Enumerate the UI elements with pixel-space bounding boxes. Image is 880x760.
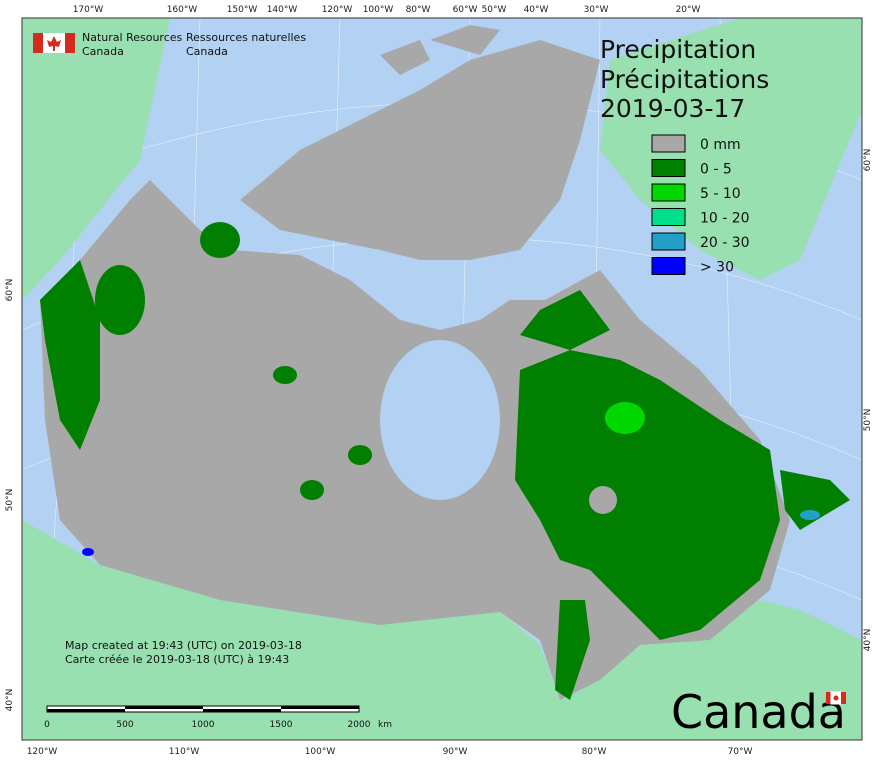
lat-label: 60°N	[863, 149, 873, 172]
scale-label: 500	[116, 720, 133, 730]
lon-label: 60°W	[453, 5, 478, 15]
lon-label: 120°W	[322, 5, 353, 15]
scale-bar: 0 500 1000 1500 2000 km	[44, 705, 392, 730]
footer-notes: Map created at 19:43 (UTC) on 2019-03-18…	[65, 639, 302, 666]
lon-label: 50°W	[482, 5, 507, 15]
lat-label: 50°N	[863, 409, 873, 432]
scale-label: 2000	[348, 720, 371, 730]
legend-label: > 30	[700, 260, 734, 276]
title: Précipitations	[600, 65, 769, 94]
legend-label: 10 - 20	[700, 211, 750, 227]
legend-label: 5 - 10	[700, 186, 741, 202]
lon-label: 100°W	[363, 5, 394, 15]
lat-label: 40°N	[5, 689, 15, 712]
lon-label: 110°W	[169, 747, 200, 757]
scale-label: 1000	[192, 720, 215, 730]
header-text: Canada	[82, 45, 124, 58]
lon-label: 90°W	[443, 747, 468, 757]
lat-label: 60°N	[5, 279, 15, 302]
lon-label: 140°W	[267, 5, 298, 15]
legend-swatch	[651, 183, 686, 202]
lon-label: 70°W	[728, 747, 753, 757]
wordmark-flag	[826, 692, 831, 704]
legend-swatch	[651, 159, 686, 177]
header-text: Canada	[186, 45, 228, 58]
header-text: Natural Resources	[82, 31, 183, 44]
legend: 0 mm 0 - 5 5 - 10 10 - 20 20 - 30 > 30	[651, 134, 750, 276]
lon-label: 100°W	[305, 747, 336, 757]
legend-swatch	[651, 232, 686, 251]
lon-label: 30°W	[584, 5, 609, 15]
scale-label: 0	[44, 720, 50, 730]
scale-unit: km	[378, 720, 392, 730]
flag-bar	[33, 33, 43, 53]
maple-leaf	[47, 36, 61, 51]
legend-swatch	[651, 208, 686, 226]
header-text: Ressources naturelles	[186, 31, 306, 44]
lon-label: 80°W	[582, 747, 607, 757]
wordmark-flag	[841, 692, 846, 704]
lon-label: 170°W	[73, 5, 104, 15]
legend-swatch	[651, 257, 686, 275]
lon-label: 120°W	[27, 747, 58, 757]
wordmark-leaf	[833, 695, 839, 701]
lon-label: 160°W	[167, 5, 198, 15]
lon-label: 40°W	[524, 5, 549, 15]
legend-label: 20 - 30	[700, 235, 750, 251]
title: Precipitation	[600, 35, 756, 64]
precip-areas	[40, 222, 850, 700]
title-block: Precipitation Précipitations 2019-03-17	[600, 35, 769, 123]
scale-label: 1500	[270, 720, 293, 730]
footer-text: Map created at 19:43 (UTC) on 2019-03-18	[65, 639, 302, 652]
agency-header: Natural Resources Canada Ressources natu…	[33, 31, 306, 58]
lat-label: 40°N	[863, 629, 873, 652]
legend-label: 0 - 5	[700, 162, 732, 178]
footer-text: Carte créée le 2019-03-18 (UTC) à 19:43	[65, 653, 289, 666]
lon-label: 150°W	[227, 5, 258, 15]
left-lat-labels: 60°N 50°N 40°N	[5, 279, 15, 712]
top-lon-labels: 170°W 160°W 150°W 140°W 120°W 100°W 80°W…	[73, 5, 701, 15]
right-lat-labels: 60°N 50°N 40°N	[863, 149, 873, 652]
bottom-lon-labels: 120°W 110°W 100°W 90°W 80°W 70°W	[27, 747, 753, 757]
legend-label: 0 mm	[700, 137, 741, 153]
legend-swatch	[651, 134, 686, 153]
frame	[21, 17, 863, 741]
canada-wordmark: Canada	[671, 685, 846, 739]
date: 2019-03-17	[600, 94, 745, 123]
flag-bar	[65, 33, 75, 53]
lat-label: 50°N	[5, 489, 15, 512]
lon-label: 20°W	[676, 5, 701, 15]
lon-label: 80°W	[406, 5, 431, 15]
